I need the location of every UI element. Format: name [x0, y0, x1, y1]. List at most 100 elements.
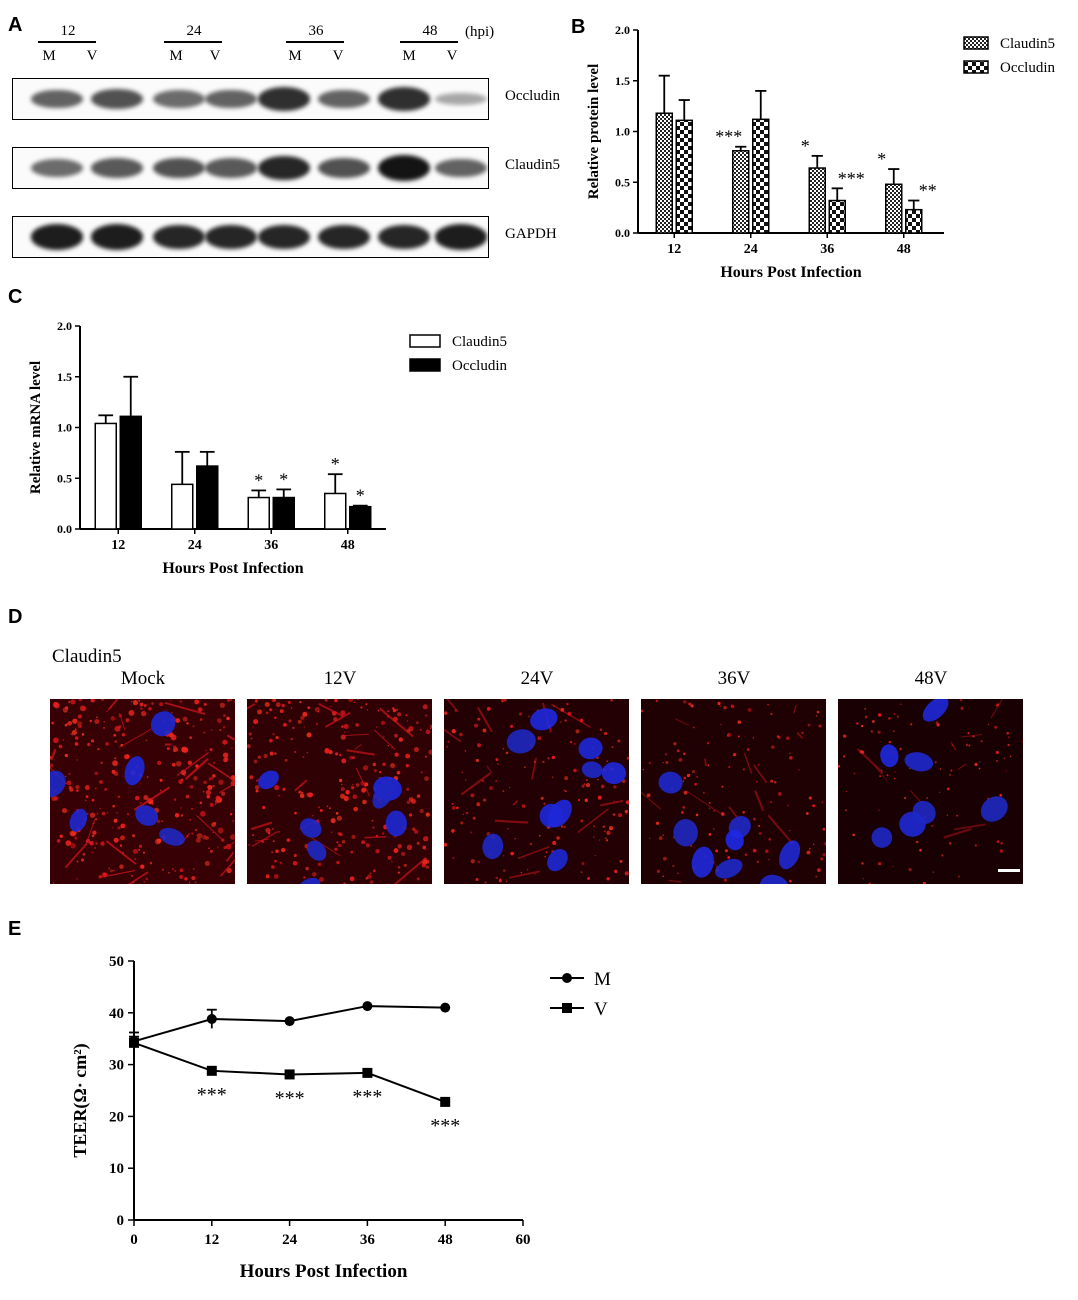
red-punctum: [770, 779, 774, 783]
bar: [675, 119, 693, 234]
red-punctum: [174, 869, 177, 872]
red-punctum: [72, 718, 78, 724]
red-punctum: [232, 819, 235, 822]
x-tick-label: 48: [438, 1232, 453, 1248]
red-punctum: [111, 769, 116, 774]
blot-band: [258, 87, 310, 111]
red-punctum: [87, 742, 91, 747]
red-punctum: [159, 789, 162, 792]
red-punctum: [70, 842, 76, 849]
red-punctum: [305, 866, 309, 871]
blot-timepoint-line: [286, 41, 344, 43]
red-punctum: [707, 764, 710, 766]
red-punctum: [581, 861, 585, 865]
bar: [324, 492, 347, 530]
red-punctum: [683, 790, 688, 795]
stain-haze: [838, 699, 1023, 884]
red-punctum: [303, 726, 306, 728]
red-punctum: [425, 812, 430, 817]
panel-letter-b: B: [571, 16, 586, 38]
red-punctum: [292, 726, 295, 730]
red-punctum: [369, 880, 374, 884]
red-punctum: [230, 699, 232, 701]
red-punctum: [609, 826, 614, 831]
red-punctum: [51, 721, 55, 725]
panel-letter-d: D: [8, 606, 23, 628]
micro-panel-label: 48V: [914, 668, 948, 689]
red-punctum: [383, 736, 385, 738]
x-tick-label: 12: [667, 242, 681, 257]
bar: [94, 422, 117, 530]
red-fiber: [119, 712, 126, 730]
red-punctum: [770, 712, 773, 716]
y-tick-label: 0.0: [57, 522, 72, 536]
red-punctum: [81, 733, 85, 736]
red-punctum: [583, 783, 586, 785]
significance-label: ***: [197, 1084, 227, 1106]
red-punctum: [70, 699, 76, 705]
blot-band: [31, 224, 83, 250]
red-punctum: [999, 849, 1004, 853]
red-punctum: [758, 824, 761, 827]
red-punctum: [350, 850, 354, 854]
red-punctum: [360, 706, 363, 709]
red-punctum: [208, 847, 210, 850]
red-punctum: [353, 701, 356, 704]
red-punctum: [464, 750, 467, 752]
red-punctum: [757, 763, 760, 766]
red-punctum: [692, 726, 695, 729]
red-punctum: [226, 867, 232, 874]
red-punctum: [408, 726, 414, 732]
red-punctum: [382, 762, 386, 767]
nucleus: [307, 840, 327, 861]
red-punctum: [344, 731, 346, 733]
red-punctum: [477, 743, 482, 748]
red-punctum: [200, 810, 206, 817]
y-axis-label: TEER(Ω· cm²): [70, 1043, 91, 1157]
red-punctum: [219, 728, 222, 732]
red-punctum: [269, 751, 274, 756]
micrograph-image: [50, 699, 235, 884]
red-punctum: [936, 723, 940, 727]
red-punctum: [279, 861, 282, 864]
red-punctum: [143, 881, 145, 883]
red-punctum: [330, 705, 332, 707]
red-punctum: [80, 858, 84, 862]
blot-lane-label: M: [42, 48, 56, 64]
red-punctum: [569, 740, 573, 744]
red-punctum: [425, 729, 431, 735]
micro-panel-label: 12V: [323, 668, 357, 689]
red-punctum: [159, 778, 163, 782]
red-fiber: [355, 767, 371, 797]
significance-label: *: [254, 470, 263, 490]
red-punctum: [54, 702, 60, 709]
red-punctum: [211, 777, 214, 780]
protein-level-chart: 0.00.51.01.52.012 24***36****48***Hours P…: [586, 23, 1055, 281]
red-punctum: [272, 840, 275, 843]
red-punctum: [62, 707, 69, 713]
red-punctum: [71, 729, 77, 735]
red-punctum: [157, 760, 162, 765]
red-punctum: [676, 749, 680, 753]
red-punctum: [191, 832, 194, 835]
red-punctum: [139, 702, 144, 707]
blot-band: [435, 224, 487, 250]
red-punctum: [843, 734, 847, 738]
red-fiber: [909, 790, 923, 804]
red-punctum: [816, 710, 820, 714]
red-punctum: [613, 785, 617, 789]
red-punctum: [208, 777, 212, 781]
red-punctum: [257, 755, 262, 759]
data-point: [362, 1001, 373, 1012]
red-punctum: [817, 868, 821, 872]
red-punctum: [65, 840, 72, 846]
red-punctum: [215, 795, 221, 801]
red-punctum: [424, 755, 428, 758]
legend-label: Occludin: [1000, 60, 1055, 76]
blot-timepoint-line: [38, 41, 96, 43]
red-punctum: [552, 840, 557, 845]
red-punctum: [789, 756, 793, 760]
red-punctum: [545, 851, 548, 854]
red-punctum: [151, 702, 154, 705]
red-punctum: [406, 844, 413, 850]
